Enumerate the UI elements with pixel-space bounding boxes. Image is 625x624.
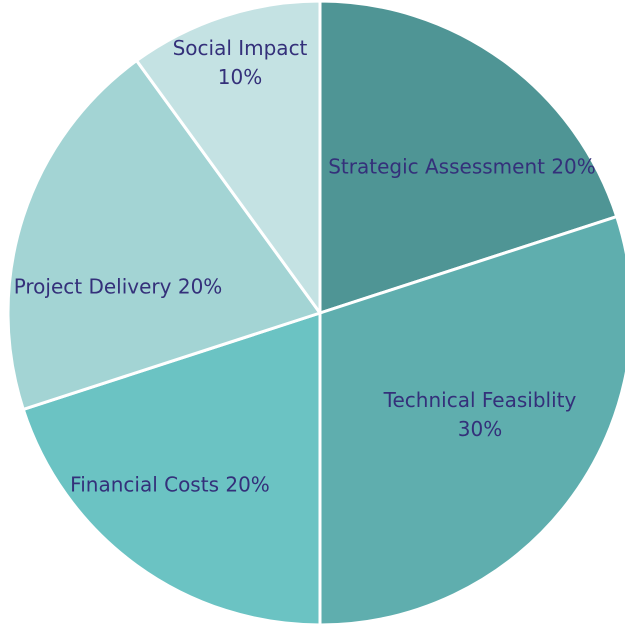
value-label: 20% bbox=[551, 154, 596, 179]
pie-slice bbox=[318, 214, 625, 624]
slice-label: Social Impact 10% bbox=[170, 34, 310, 92]
value-label: 20% bbox=[177, 274, 223, 299]
value-label: 30% bbox=[457, 417, 503, 441]
pie-slice bbox=[134, 0, 322, 318]
slice-label: Technical Feasiblity 30% bbox=[380, 386, 580, 444]
category-label: Technical Feasiblity bbox=[383, 388, 577, 412]
category-label: Strategic Assessment bbox=[328, 154, 545, 179]
value-label: 20% bbox=[225, 472, 270, 497]
pie-slice bbox=[6, 58, 323, 412]
category-label: Project Delivery bbox=[13, 274, 172, 299]
slice-label: Financial Costs 20% bbox=[70, 471, 270, 500]
category-label: Financial Costs bbox=[70, 472, 219, 497]
pie-slice bbox=[318, 0, 619, 316]
pie-slice bbox=[21, 310, 322, 624]
slice-label: Strategic Assessment 20% bbox=[327, 153, 597, 182]
slice-label: Project Delivery 20% bbox=[13, 273, 223, 302]
value-label: 10% bbox=[217, 65, 263, 89]
category-label: Social Impact bbox=[172, 36, 308, 60]
